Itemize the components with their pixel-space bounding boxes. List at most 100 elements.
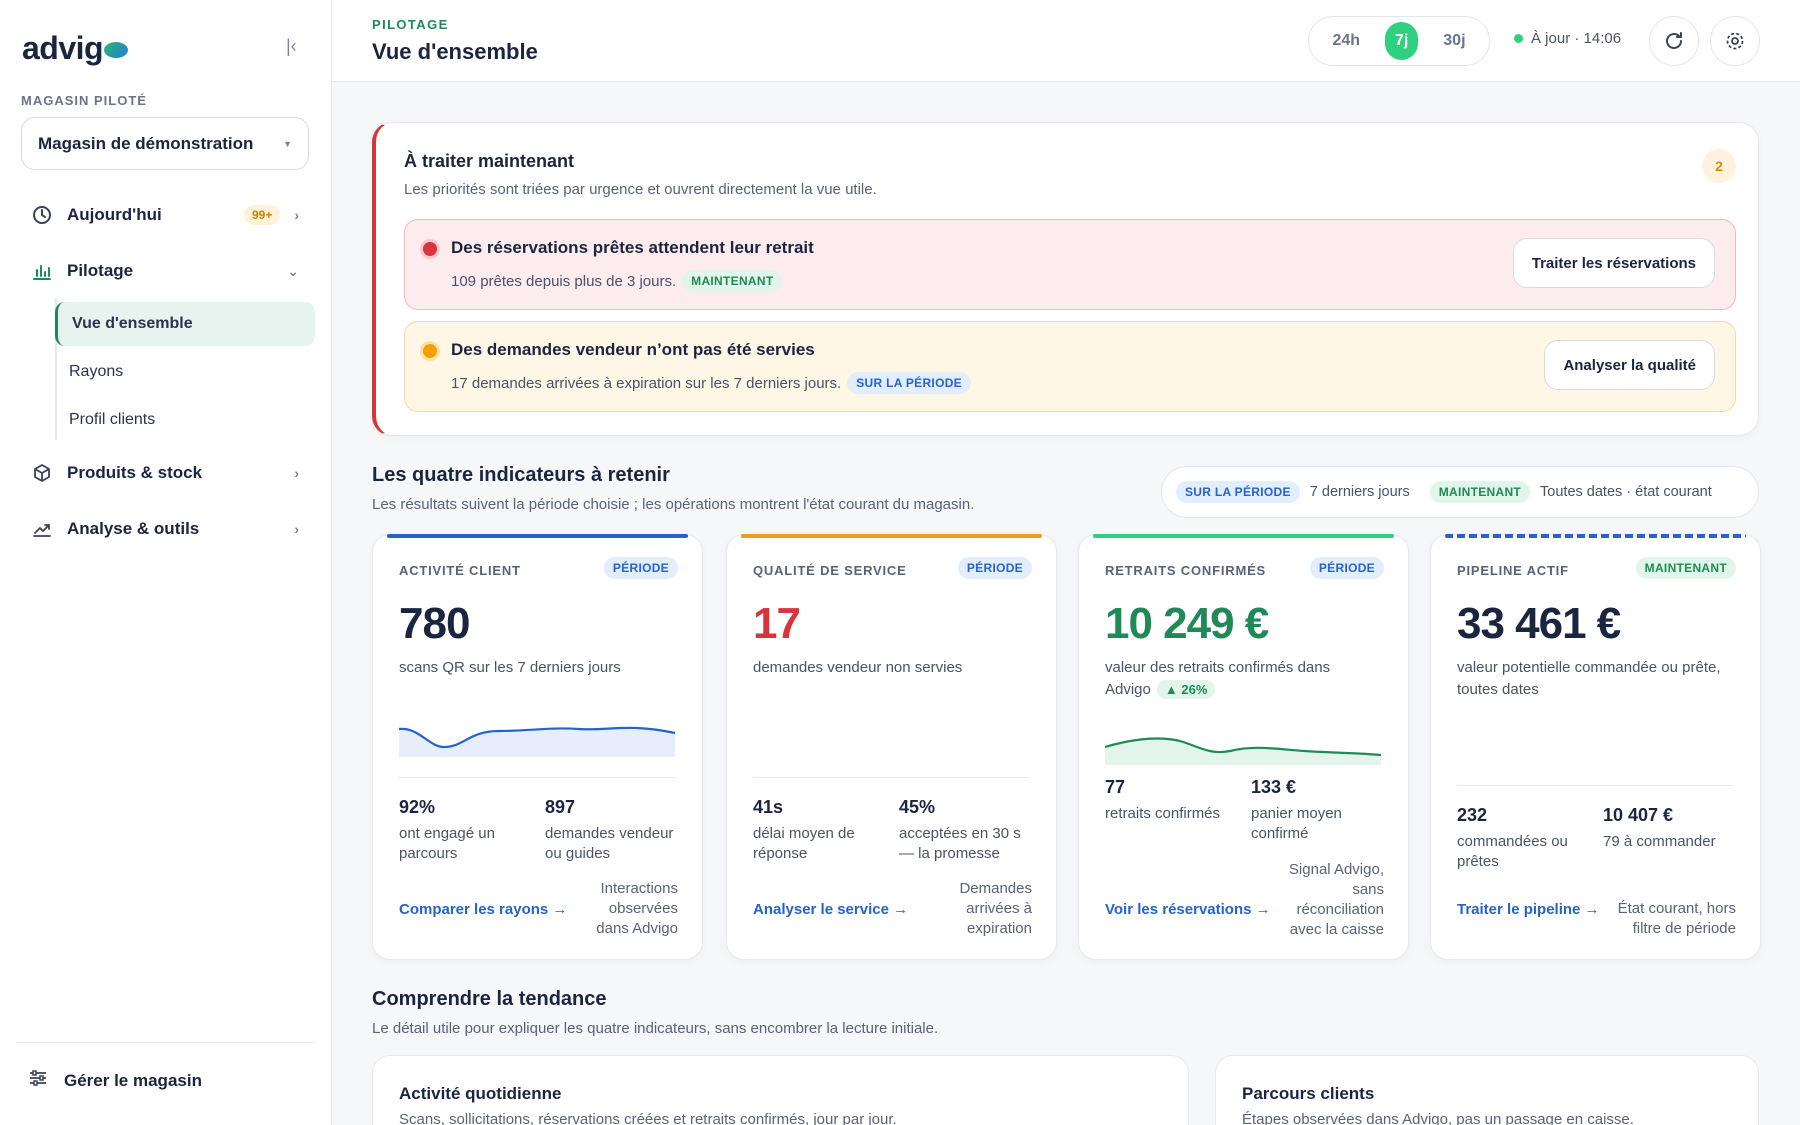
subnav-line: [55, 298, 57, 440]
status-badge: MAINTENANT: [682, 270, 783, 292]
priorities-panel: À traiter maintenant Les priorités sont …: [372, 122, 1759, 436]
legend-now-text: Toutes dates · état courant: [1540, 484, 1712, 500]
trend-up-icon: [31, 518, 53, 540]
legend-period-text: 7 derniers jours: [1309, 484, 1410, 500]
card-accent-line: [741, 534, 1042, 538]
store-section-label: MAGASIN PILOTÉ: [21, 93, 147, 108]
card-divider: [1457, 785, 1734, 786]
sidebar-item-produits-stock[interactable]: Produits & stock ›: [21, 451, 309, 495]
indicators-subtitle: Les résultats suivent la période choisie…: [372, 496, 975, 513]
period-30j-button[interactable]: 30j: [1443, 32, 1466, 49]
sidebar-item-pilotage[interactable]: Pilotage ⌄: [21, 249, 309, 293]
trend-badge: ▲ 26%: [1156, 680, 1216, 699]
metric-requests: 897 demandes vendeur ou guides: [545, 797, 675, 864]
period-badge: PÉRIODE: [957, 557, 1032, 579]
card-accent-line: [387, 534, 688, 538]
card-note: Demandes arrivées à expiration: [959, 880, 1032, 937]
analyze-quality-button[interactable]: Analyser la qualité: [1544, 340, 1715, 390]
sync-status: À jour · 14:06: [1514, 30, 1621, 47]
breadcrumb: PILOTAGE: [372, 17, 449, 32]
period-7j-button[interactable]: 7j: [1384, 22, 1419, 60]
status-dot-icon: [1514, 34, 1523, 43]
metric-label: demandes vendeur ou guides: [545, 825, 674, 862]
process-pipeline-link[interactable]: Traiter le pipeline →: [1457, 901, 1600, 918]
store-select[interactable]: Magasin de démonstration ▼: [21, 117, 309, 170]
customer-journeys-card: Parcours clients Étapes observées dans A…: [1215, 1055, 1759, 1125]
view-reservations-link[interactable]: Voir les réservations →: [1105, 901, 1271, 918]
card-label: QUALITÉ DE SERVICE: [753, 563, 907, 578]
metric-value: 133 €: [1251, 777, 1297, 797]
metric-ordered: 232 commandées ou prêtes: [1457, 805, 1587, 872]
metric-label: délai moyen de réponse: [753, 825, 855, 862]
kpi-card-service-quality[interactable]: QUALITÉ DE SERVICE PÉRIODE 17 demandes v…: [726, 534, 1057, 960]
card-description: demandes vendeur non servies: [753, 659, 963, 676]
card-title: Activité quotidienne: [399, 1084, 562, 1103]
kpi-card-confirmed-pickups[interactable]: RETRAITS CONFIRMÉS PÉRIODE 10 249 € vale…: [1078, 534, 1409, 960]
metric-label: 79 à commander: [1603, 833, 1716, 850]
indicators-legend: SUR LA PÉRIODE 7 derniers jours MAINTENA…: [1161, 466, 1759, 518]
subnav-item-profil-clients[interactable]: Profil clients: [69, 411, 156, 428]
card-label: ACTIVITÉ CLIENT: [399, 563, 521, 578]
card-divider: [399, 777, 676, 778]
store-select-value: Magasin de démonstration: [38, 133, 254, 153]
period-24h-button[interactable]: 24h: [1332, 32, 1361, 49]
metric-pickups: 77 retraits confirmés: [1105, 777, 1235, 824]
settings-button[interactable]: [1710, 16, 1760, 66]
metric-label: retraits confirmés: [1105, 805, 1221, 822]
card-divider: [753, 777, 1030, 778]
gear-icon: [1726, 32, 1744, 50]
sidebar-item-today[interactable]: Aujourd'hui 99+ ›: [21, 193, 309, 237]
sidebar-item-analyse-outils[interactable]: Analyse & outils ›: [21, 507, 309, 551]
metric-value: 41s: [753, 797, 784, 817]
refresh-button[interactable]: [1649, 16, 1699, 66]
manage-store-link[interactable]: Gérer le magasin: [28, 1068, 202, 1093]
card-description: valeur des retraits confirmés dans Advig…: [1105, 657, 1395, 701]
alert-detail: 109 prêtes depuis plus de 3 jours. MAINT…: [451, 270, 783, 292]
period-switch: 24h 7j 30j: [1308, 16, 1490, 66]
alert-reservations[interactable]: Des réservations prêtes attendent leur r…: [404, 219, 1736, 310]
indicators-title: Les quatre indicateurs à retenir: [372, 464, 670, 486]
daily-activity-card: Activité quotidienne Scans, sollicitatio…: [372, 1055, 1189, 1125]
sparkline-chart: [1105, 737, 1381, 765]
metric-value: 232: [1457, 805, 1488, 825]
chevron-right-icon: ›: [294, 521, 299, 537]
notification-badge: 99+: [243, 205, 281, 225]
card-accent-line: [1093, 534, 1394, 538]
logo-planet-icon: [104, 42, 128, 58]
collapse-sidebar-icon[interactable]: |‹: [286, 36, 297, 56]
kpi-card-customer-activity[interactable]: ACTIVITÉ CLIENT PÉRIODE 780 scans QR sur…: [372, 534, 703, 960]
process-reservations-button[interactable]: Traiter les réservations: [1512, 238, 1715, 288]
metric-response-time: 41s délai moyen de réponse: [753, 797, 883, 864]
metric-label: commandées ou prêtes: [1457, 833, 1568, 870]
compare-rayons-link[interactable]: Comparer les rayons →: [399, 901, 568, 918]
sidebar-item-label: Pilotage: [67, 261, 134, 280]
card-value: 10 249 €: [1105, 599, 1269, 648]
legend-now-badge: MAINTENANT: [1429, 481, 1531, 503]
metric-value: 10 407 €: [1603, 805, 1674, 825]
caret-down-icon: ▼: [283, 138, 292, 149]
subnav-item-overview[interactable]: Vue d'ensemble: [55, 302, 315, 346]
alert-text: 109 prêtes depuis plus de 3 jours.: [451, 272, 677, 290]
warning-dot-icon: [423, 344, 437, 358]
sparkline-chart: [399, 726, 675, 757]
sliders-icon: [28, 1068, 48, 1093]
period-badge: PÉRIODE: [603, 557, 678, 579]
chevron-right-icon: ›: [294, 207, 299, 223]
card-label: PIPELINE ACTIF: [1457, 563, 1569, 578]
metric-value: 897: [545, 797, 576, 817]
card-description: valeur potentielle commandée ou prête, t…: [1457, 659, 1721, 698]
card-accent-line: [1445, 534, 1746, 538]
alert-text: 17 demandes arrivées à expiration sur le…: [451, 374, 842, 392]
urgent-dot-icon: [423, 242, 437, 256]
app-logo[interactable]: advig: [22, 30, 104, 66]
card-value: 17: [753, 599, 801, 648]
card-title: Parcours clients: [1242, 1084, 1375, 1103]
metric-engaged: 92% ont engagé un parcours: [399, 797, 529, 864]
priorities-subtitle: Les priorités sont triées par urgence et…: [404, 181, 877, 198]
alert-seller-requests[interactable]: Des demandes vendeur n’ont pas été servi…: [404, 321, 1736, 412]
subnav-item-rayons[interactable]: Rayons: [69, 363, 124, 380]
kpi-card-active-pipeline[interactable]: PIPELINE ACTIF MAINTENANT 33 461 € valeu…: [1430, 534, 1761, 960]
alert-title: Des demandes vendeur n’ont pas été servi…: [451, 340, 815, 359]
analyze-service-link[interactable]: Analyser le service →: [753, 901, 909, 918]
metric-value: 92%: [399, 797, 436, 817]
